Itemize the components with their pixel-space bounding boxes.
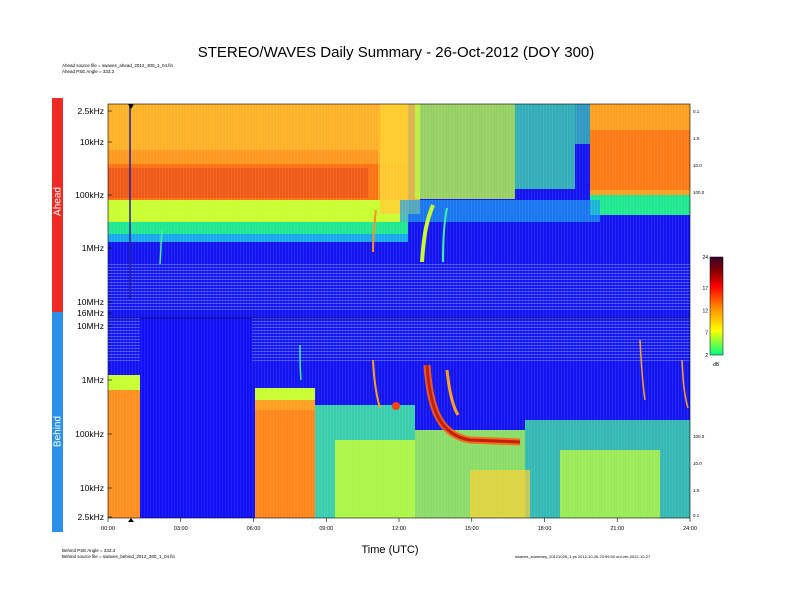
colorbar: 2 7 12 17 24 dB: [702, 255, 724, 368]
behind-right-tick: 100.0: [693, 434, 705, 439]
ahead-ytick: 2.5kHz: [78, 106, 104, 116]
ahead-ytick: 10MHz: [77, 297, 104, 307]
behind-ytick: 2.5kHz: [78, 512, 104, 522]
ahead-sidebar: Ahead: [52, 98, 64, 312]
x-axis-ticks: 00:00 03:00 06:00 09:00 12:00 15:00 18:00 21:00…: [101, 518, 697, 532]
behind-panel: [108, 318, 690, 522]
behind-sidebar: Behind: [52, 312, 64, 532]
x-tick-label: 09:00: [319, 526, 333, 532]
behind-right-tick: 10.0: [693, 461, 702, 466]
colorbar-tick-label: 12: [702, 308, 708, 314]
behind-pse-angle: Behind PSE Angle = 333.3: [62, 548, 116, 553]
behind-ytick: 10kHz: [80, 483, 104, 493]
x-tick-label: 00:00: [101, 526, 115, 532]
colorbar-tick-label: 2: [705, 353, 708, 359]
x-tick-label: 15:00: [465, 526, 479, 532]
ahead-right-tick: 0.1: [693, 109, 700, 114]
behind-ytick: 100kHz: [75, 429, 104, 439]
ahead-right-tick: 10.0: [693, 163, 702, 168]
behind-right-tick: 1.0: [693, 488, 700, 493]
x-tick-label: 12:00: [392, 526, 406, 532]
behind-right-tick: 0.1: [693, 513, 700, 518]
x-tick-label: 06:00: [247, 526, 261, 532]
behind-ytick: 1MHz: [82, 375, 104, 385]
x-tick-label: 03:00: [174, 526, 188, 532]
x-axis-label: Time (UTC): [361, 544, 419, 556]
ahead-ytick: 1MHz: [82, 243, 104, 253]
footer-note: swaves_summary_20121026_1.ps 2012-10-26 …: [515, 554, 651, 559]
right-axis-labels: 0.1 1.0 10.0 100.0 100.0 10.0 1.0 0.1: [693, 109, 705, 518]
ahead-right-tick: 100.0: [693, 190, 705, 195]
x-tick-label: 24:00: [683, 526, 697, 532]
ahead-panel: [108, 104, 690, 318]
behind-ytick: 10MHz: [77, 321, 104, 331]
colorbar-tick-label: 24: [702, 255, 708, 261]
ahead-pse-angle: Ahead PSE Angle = 333.3: [62, 69, 115, 74]
colorbar-unit: dB: [713, 362, 720, 368]
ahead-ytick: 16MHz: [77, 308, 104, 318]
colorbar-tick-label: 7: [705, 331, 708, 337]
y-axis-labels: 2.5kHz 10kHz 100kHz 1MHz 10MHz 16MHz 10M…: [75, 106, 104, 522]
colorbar-tick-label: 17: [702, 286, 708, 292]
behind-source-file: Behind source file = swaves_behind_2012_…: [62, 554, 175, 559]
ahead-right-tick: 1.0: [693, 136, 700, 141]
ahead-ytick: 100kHz: [75, 190, 104, 200]
x-tick-label: 21:00: [610, 526, 624, 532]
ahead-ytick: 10kHz: [80, 137, 104, 147]
x-tick-label: 18:00: [538, 526, 552, 532]
page-title: STEREO/WAVES Daily Summary - 26-Oct-2012…: [197, 44, 595, 61]
ahead-source-file: Ahead source file = swaves_ahead_2012_30…: [62, 63, 173, 68]
